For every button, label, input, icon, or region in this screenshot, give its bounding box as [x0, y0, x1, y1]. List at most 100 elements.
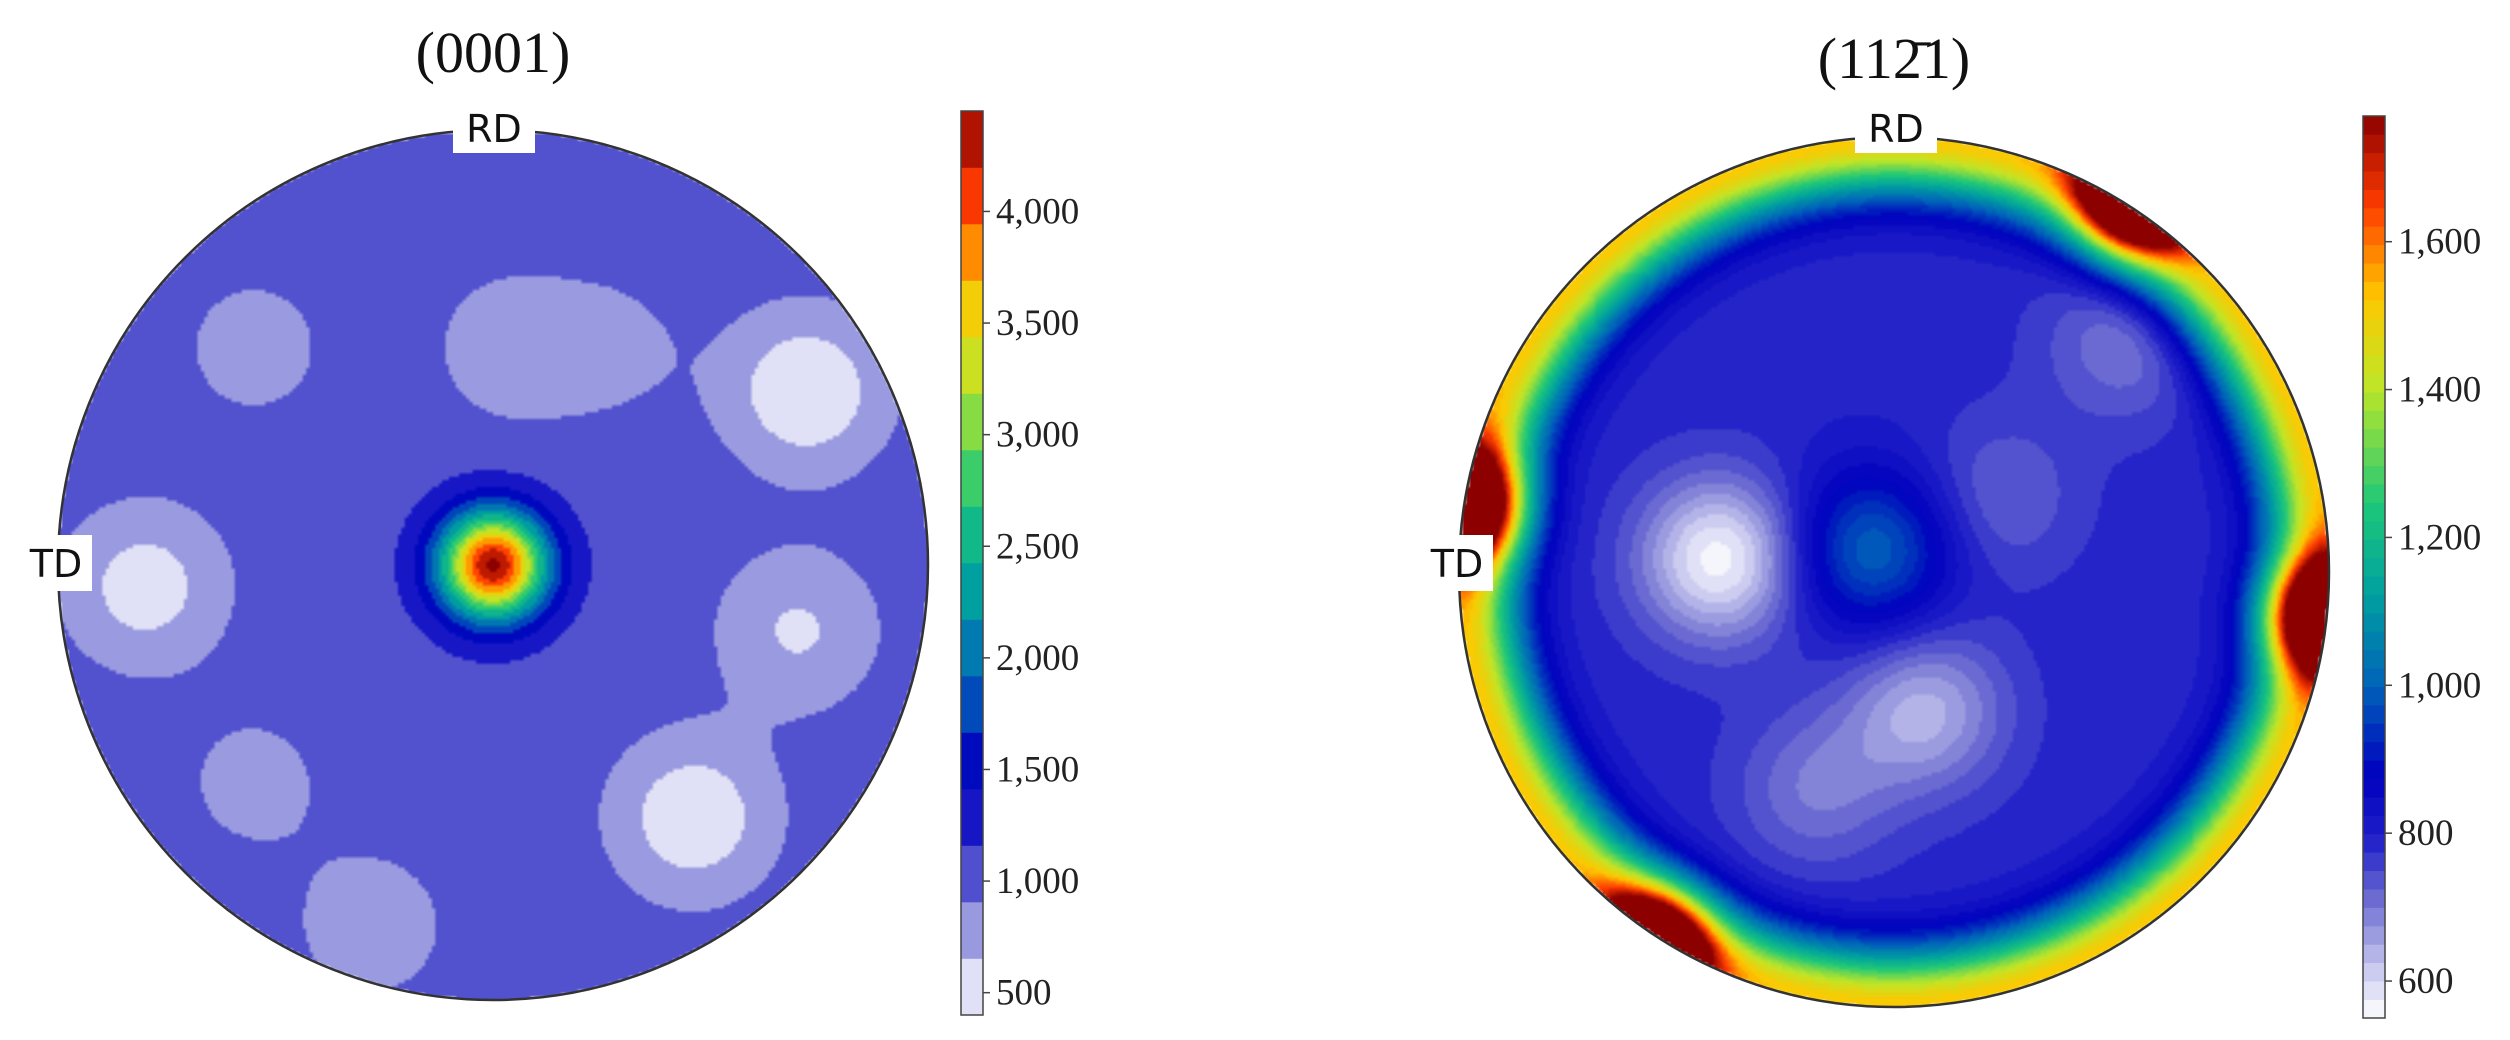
colorbar-tick-label: 2,500 — [996, 526, 1079, 567]
colorbar-band — [2363, 318, 2385, 338]
colorbar-band — [2363, 152, 2385, 172]
title-paren-close: ) — [1951, 26, 1970, 91]
colorbar-band — [2363, 962, 2385, 982]
colorbar-band — [2363, 170, 2385, 190]
colorbar-band — [961, 901, 983, 959]
colorbar: 500 1,000 1,500 2,000 2,500 3,000 3,500 4,000 — [960, 110, 1079, 1016]
colorbar-band — [2363, 667, 2385, 687]
colorbar-band — [2363, 428, 2385, 448]
td-label-box — [20, 535, 92, 591]
colorbar-band — [2363, 759, 2385, 779]
rd-label: RD — [1868, 107, 1924, 151]
colorbar-band — [2363, 980, 2385, 1000]
td-label: TD — [29, 542, 82, 586]
pole-figure-11-21: (112̄1) RD TD 600 800 1,000 1,200 1,400 1,600 — [1421, 26, 2481, 1019]
colorbar-band — [961, 845, 983, 903]
colorbar-band — [2363, 281, 2385, 301]
colorbar-tick-label: 2,000 — [996, 638, 1079, 679]
colorbar-band — [2363, 262, 2385, 282]
colorbar-tick-label: 3,500 — [996, 303, 1079, 344]
colorbar-band — [2363, 741, 2385, 761]
colorbar-band — [2363, 925, 2385, 945]
colorbar-band — [961, 449, 983, 507]
colorbar-band — [2363, 999, 2385, 1019]
colorbar-band — [2363, 502, 2385, 522]
colorbar-band — [2363, 483, 2385, 503]
colorbar-band — [2363, 391, 2385, 411]
colorbar: 600 800 1,000 1,200 1,400 1,600 — [2362, 115, 2481, 1019]
colorbar-band — [2363, 539, 2385, 559]
colorbar-band — [2363, 575, 2385, 595]
colorbar-band — [2363, 815, 2385, 835]
pole-figure-title: (0001) — [416, 20, 571, 85]
colorbar-band — [2363, 778, 2385, 798]
colorbar-band — [2363, 686, 2385, 706]
colorbar-band — [2363, 649, 2385, 669]
intensity-map — [58, 130, 928, 1000]
colorbar-tick-label: 600 — [2398, 961, 2454, 1002]
pole-figure-title: (112̄1) — [1818, 26, 1971, 91]
td-label-box — [1421, 535, 1493, 591]
colorbar-tick-label: 1,500 — [996, 749, 1079, 790]
colorbar-band — [2363, 410, 2385, 430]
colorbar-tick-label: 800 — [2398, 813, 2454, 854]
colorbar-band — [2363, 373, 2385, 393]
colorbar-band — [2363, 796, 2385, 816]
intensity-map — [1459, 137, 2329, 1007]
colorbar-band — [2363, 465, 2385, 485]
colorbar-band — [961, 336, 983, 394]
title-index-11: 11 — [1837, 26, 1893, 91]
colorbar-tick-label: 1,000 — [2398, 665, 2481, 706]
colorbar-band — [2363, 594, 2385, 614]
colorbar-band — [2363, 852, 2385, 872]
colorbar-tick-label: 4,000 — [996, 191, 1079, 232]
colorbar-frame — [2362, 115, 2386, 1019]
colorbar-band — [2363, 520, 2385, 540]
colorbar-band — [2363, 870, 2385, 890]
colorbar-band — [961, 393, 983, 451]
colorbar-band — [2363, 447, 2385, 467]
colorbar-band — [2363, 888, 2385, 908]
colorbar-band — [961, 958, 983, 1016]
colorbar-band — [961, 110, 983, 168]
colorbar-band — [2363, 189, 2385, 209]
colorbar-tick-label: 1,200 — [2398, 517, 2481, 558]
colorbar-band — [2363, 355, 2385, 375]
colorbar-band — [2363, 336, 2385, 356]
colorbar-band — [2363, 226, 2385, 246]
colorbar-band — [2363, 115, 2385, 135]
colorbar-tick-label: 500 — [996, 973, 1052, 1014]
title-index-1: 1 — [1922, 26, 1951, 91]
td-label: TD — [1430, 542, 1483, 586]
colorbar-frame — [960, 110, 984, 1016]
colorbar-band — [2363, 907, 2385, 927]
colorbar-band — [2363, 631, 2385, 651]
colorbar-band — [2363, 723, 2385, 743]
colorbar-tick-label: 1,400 — [2398, 370, 2481, 411]
colorbar-band — [961, 506, 983, 564]
colorbar-band — [2363, 833, 2385, 853]
colorbar-band — [2363, 134, 2385, 154]
rd-label-box — [453, 103, 535, 153]
rd-label: RD — [466, 107, 522, 151]
colorbar-band — [961, 223, 983, 281]
colorbar-band — [961, 280, 983, 338]
colorbar-band — [961, 788, 983, 846]
colorbar-band — [2363, 207, 2385, 227]
colorbar-tick-label: 1,600 — [2398, 222, 2481, 263]
colorbar-band — [2363, 557, 2385, 577]
rd-label-box — [1855, 103, 1937, 153]
colorbar-band — [2363, 244, 2385, 264]
colorbar-tick-label: 3,000 — [996, 415, 1079, 456]
colorbar-band — [961, 619, 983, 677]
pole-figure-0001: (0001) RD TD 500 1,000 1,500 2,000 2,500 3,00… — [20, 20, 1079, 1016]
colorbar-tick-label: 1,000 — [996, 861, 1079, 902]
colorbar-band — [961, 167, 983, 225]
title-paren-open: ( — [1818, 26, 1837, 91]
colorbar-band — [961, 562, 983, 620]
colorbar-band — [2363, 704, 2385, 724]
colorbar-band — [2363, 944, 2385, 964]
pole-figure-plot — [58, 130, 928, 1000]
pole-figure-plot — [1459, 137, 2329, 1007]
